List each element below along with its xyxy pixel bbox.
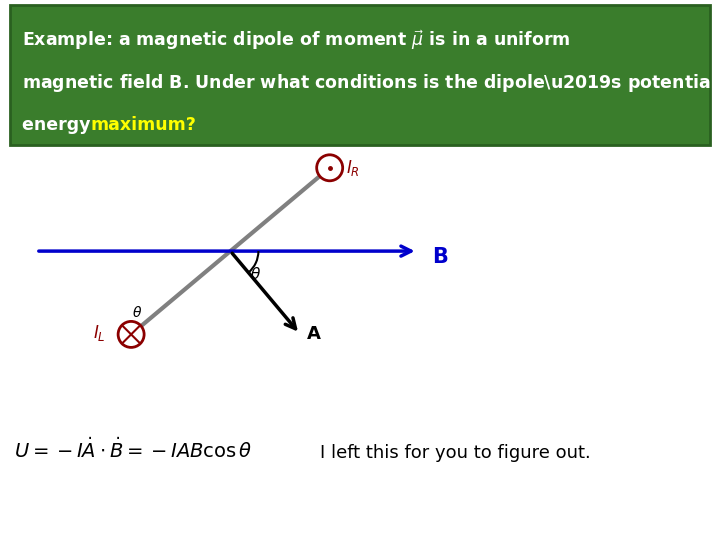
Text: maximum?: maximum? — [90, 116, 196, 134]
Text: B: B — [432, 247, 448, 267]
Text: energy: energy — [22, 116, 96, 134]
Text: I left this for you to figure out.: I left this for you to figure out. — [320, 444, 590, 462]
Text: $\mathit{U}=-I\dot{A}\cdot\dot{B}=-IAB\cos\theta$: $\mathit{U}=-I\dot{A}\cdot\dot{B}=-IAB\c… — [14, 437, 252, 462]
Circle shape — [118, 321, 144, 347]
FancyBboxPatch shape — [10, 5, 710, 145]
Text: Example: a magnetic dipole of moment $\vec{\mu}$ is in a uniform: Example: a magnetic dipole of moment $\v… — [22, 28, 571, 52]
Text: A: A — [307, 325, 320, 343]
Circle shape — [317, 155, 343, 181]
Text: $I_R$: $I_R$ — [346, 158, 359, 178]
Text: $\theta$: $\theta$ — [251, 266, 261, 282]
Text: magnetic field $\mathbf{B}$. Under what conditions is the dipole\u2019s potentia: magnetic field $\mathbf{B}$. Under what … — [22, 72, 716, 94]
Text: $\theta$: $\theta$ — [132, 306, 143, 320]
Text: $I_L$: $I_L$ — [93, 323, 106, 343]
